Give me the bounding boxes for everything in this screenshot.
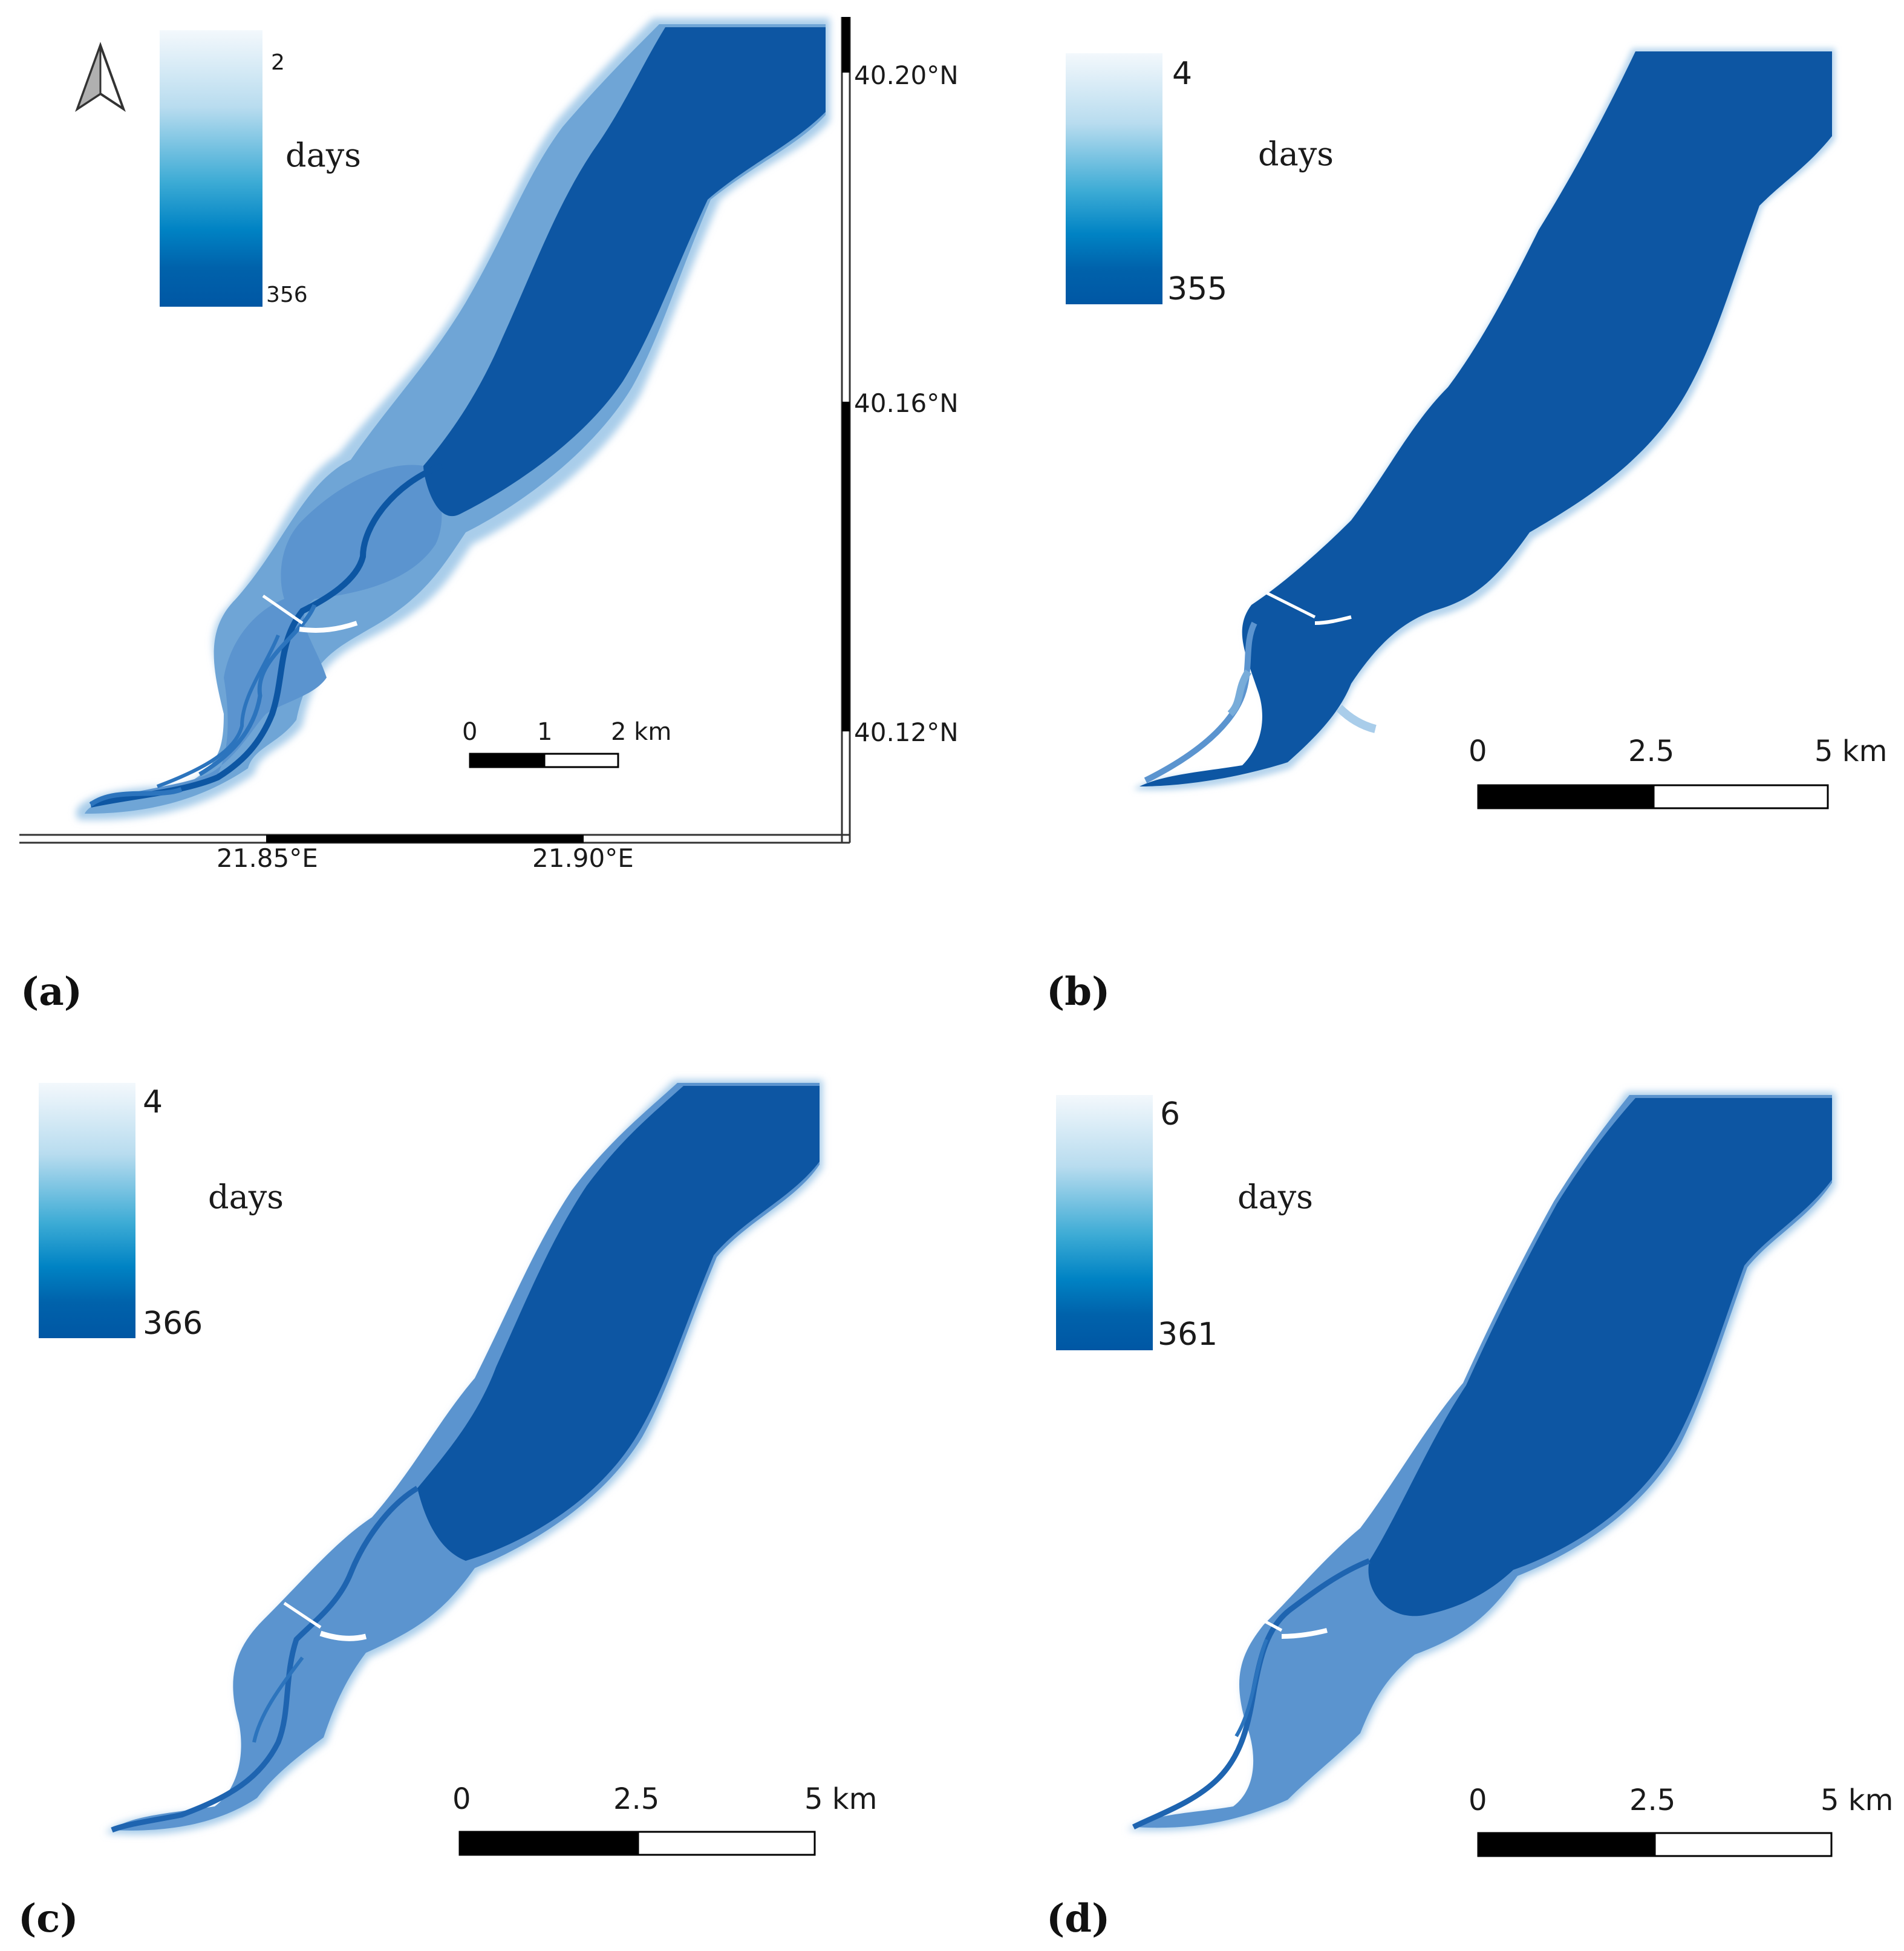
legend-min: 356 (266, 283, 308, 307)
north-arrow-icon (75, 42, 126, 112)
panel-d: 6 361 days 0 2.5 5 km (d) (952, 1028, 1904, 1951)
legend-unit: days (1258, 135, 1334, 173)
scalebar-d (1477, 1832, 1833, 1857)
lake-d (1127, 1092, 1835, 1831)
lat-segment-1 (842, 17, 850, 73)
scalebar-tick-0: 0 (1469, 1783, 1487, 1817)
panel-label-d: (d) (1046, 1896, 1110, 1941)
map-a (19, 17, 851, 844)
lat-label-2: 40.16°N (854, 388, 959, 418)
scalebar-tick-2: 5 km (804, 1782, 878, 1816)
legend-gradient (39, 1083, 135, 1338)
panel-label-b: (b) (1046, 969, 1110, 1015)
lat-label-1: 40.20°N (854, 60, 959, 90)
scalebar-tick-1: 1 (537, 718, 553, 746)
lake-b (1133, 48, 1835, 791)
scalebar-tick-0: 0 (462, 718, 478, 746)
scalebar-tick-2: 5 km (1821, 1783, 1894, 1817)
legend-gradient (1056, 1095, 1153, 1350)
lake-c (106, 1080, 823, 1835)
legend-gradient (160, 30, 262, 307)
scalebar-tick-1: 2.5 (1629, 1783, 1676, 1817)
panel-label-c: (c) (18, 1896, 79, 1941)
map-d (1127, 1092, 1835, 1857)
lon-label-1: 21.85°E (217, 843, 318, 873)
scalebar-tick-2: 5 km (1814, 734, 1888, 768)
scalebar-a (469, 753, 619, 768)
scalebar-tick-0: 0 (1469, 734, 1487, 768)
legend-min: 366 (143, 1306, 203, 1342)
legend-max: 4 (1172, 56, 1193, 92)
scalebar-c (458, 1831, 816, 1856)
lake-a (76, 18, 830, 820)
scalebar-tick-1: 2.5 (613, 1782, 660, 1816)
panel-b: 4 355 days 0 2.5 5 km (b) (952, 0, 1904, 1028)
scalebar-tick-2: 2 km (611, 718, 672, 746)
scalebar-b (1477, 784, 1829, 809)
panel-label-a: (a) (21, 969, 83, 1015)
map-b (1133, 48, 1835, 809)
map-c (106, 1080, 823, 1856)
legend-min: 355 (1167, 271, 1228, 307)
legend-min: 361 (1158, 1316, 1218, 1353)
legend-max: 4 (143, 1084, 163, 1120)
legend-unit: days (1237, 1178, 1313, 1216)
panel-a: 2 356 days 0 1 2 km 40.20°N 40.16°N 40.1… (0, 0, 959, 1028)
scalebar-tick-0: 0 (452, 1782, 471, 1816)
legend-max: 2 (271, 50, 285, 75)
lon-label-2: 21.90°E (532, 843, 634, 873)
lat-segment-2 (842, 402, 850, 731)
legend-unit: days (208, 1178, 284, 1216)
panel-c: 4 366 days 0 2.5 5 km (c) (0, 1028, 952, 1951)
legend-max: 6 (1160, 1096, 1181, 1132)
lon-segment-1 (266, 835, 584, 843)
legend-gradient (1066, 53, 1162, 304)
legend-unit: days (285, 136, 361, 174)
lat-label-3: 40.12°N (854, 717, 959, 747)
scalebar-tick-1: 2.5 (1628, 734, 1675, 768)
